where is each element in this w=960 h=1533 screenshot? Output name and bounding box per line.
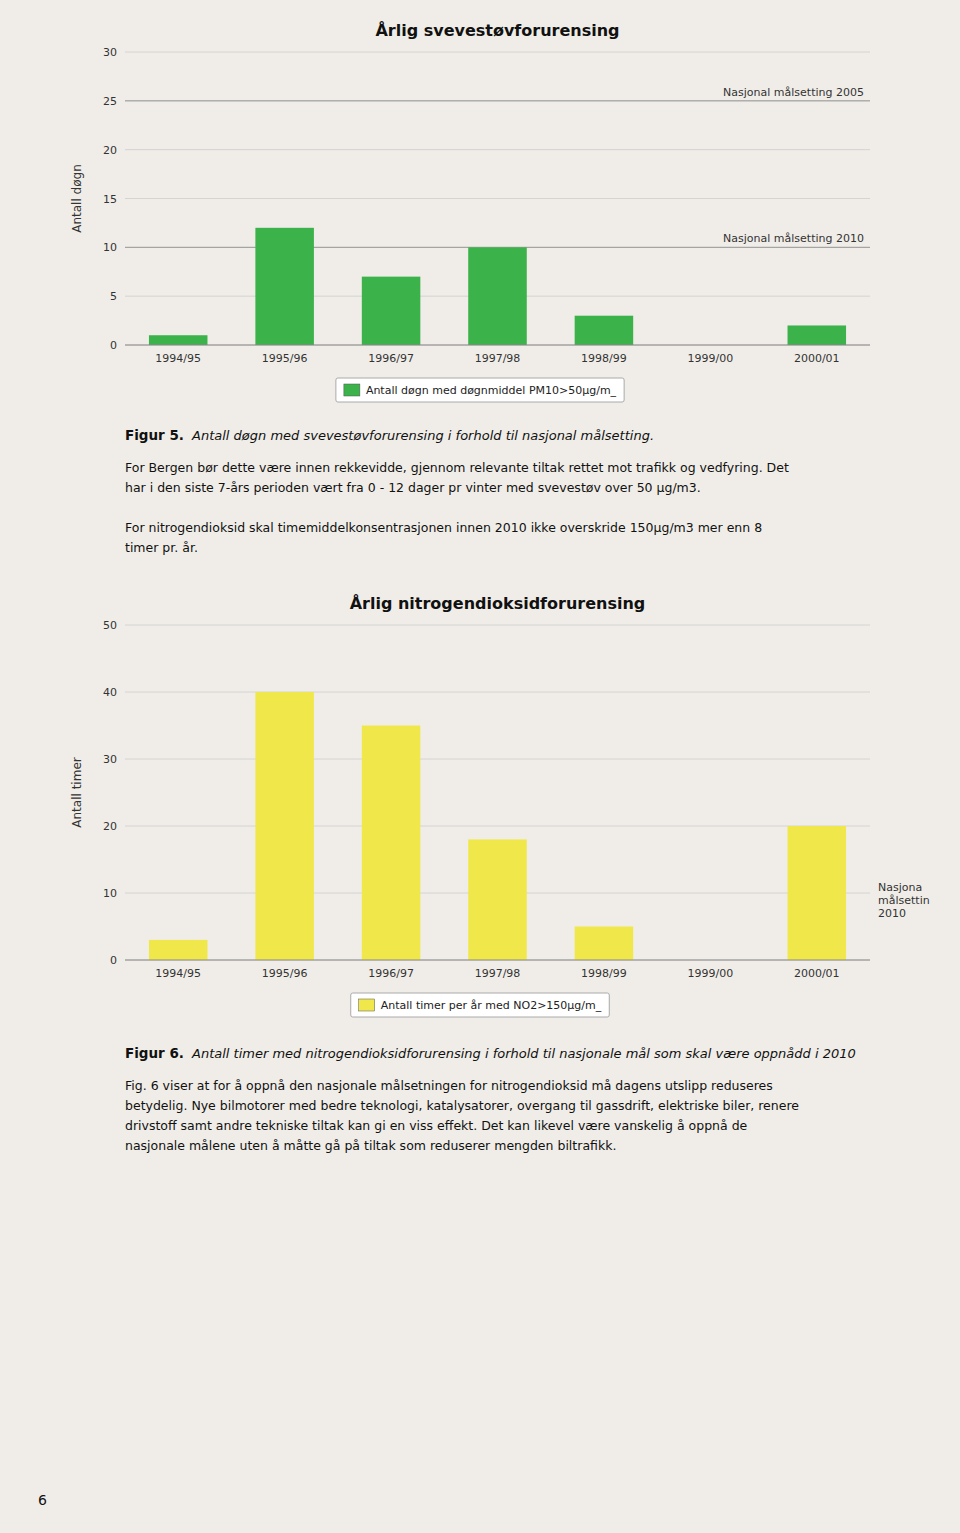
- x-tick-label: 1995/96: [262, 352, 308, 365]
- y-tick-label: 25: [103, 95, 117, 108]
- y-tick-label: 15: [103, 193, 117, 206]
- grid-line: [125, 52, 870, 53]
- bar: [255, 692, 314, 960]
- x-tick-label: 1995/96: [262, 967, 308, 980]
- body-text: Fig. 6 viser at for å oppnå den nasjonal…: [125, 1078, 799, 1153]
- caption-label: Figur 6.: [125, 1045, 184, 1061]
- bar: [149, 335, 208, 345]
- caption-text: Antall timer med nitrogendioksidforurens…: [191, 1046, 856, 1061]
- x-axis-line: [125, 960, 870, 961]
- x-tick-label: 1999/00: [688, 352, 734, 365]
- bar: [255, 228, 314, 345]
- bar: [788, 325, 847, 345]
- grid-line: [125, 960, 870, 961]
- y-tick-label: 30: [103, 753, 117, 766]
- reference-line: [125, 100, 870, 101]
- grid-line: [125, 149, 870, 150]
- annotation-line: målsettin: [878, 894, 930, 907]
- grid-line: [125, 345, 870, 346]
- grid-line: [125, 100, 870, 101]
- bar: [788, 826, 847, 960]
- body-text-line: Fig. 6 viser at for å oppnå den nasjonal…: [125, 1078, 773, 1093]
- reference-line-label: Nasjonal målsetting 2005: [723, 86, 864, 99]
- annotation-line: 2010: [878, 907, 906, 920]
- x-tick-label: 2000/01: [794, 967, 840, 980]
- annotation-line: Nasjona: [878, 881, 922, 894]
- x-tick-label: 1998/99: [581, 967, 627, 980]
- chart-title: Årlig svevestøvforurensing: [375, 21, 619, 40]
- body-text-line: betydelig. Nye bilmotorer med bedre tekn…: [125, 1098, 799, 1113]
- x-tick-label: 2000/01: [794, 352, 840, 365]
- legend-label: Antall timer per år med NO2>150µg/m_: [381, 999, 602, 1012]
- legend-swatch: [344, 384, 360, 396]
- x-tick-label: 1994/95: [155, 967, 201, 980]
- bar: [362, 726, 421, 961]
- y-axis-label: Antall døgn: [70, 164, 84, 233]
- bar: [575, 927, 634, 961]
- bars: [149, 692, 846, 960]
- y-tick-label: 30: [103, 46, 117, 59]
- grid-line: [125, 198, 870, 199]
- body-text: For nitrogendioksid skal timemiddelkonse…: [125, 520, 762, 555]
- y-tick-label: 20: [103, 820, 117, 833]
- grid-line: [125, 759, 870, 760]
- y-tick-label: 0: [110, 339, 117, 352]
- caption-label: Figur 5.: [125, 427, 184, 443]
- body-text-line: drivstoff samt andre tekniske tiltak kan…: [125, 1118, 748, 1133]
- y-tick-label: 40: [103, 686, 117, 699]
- x-tick-label: 1994/95: [155, 352, 201, 365]
- body-text-line: nasjonale målene uten å måtte gå på tilt…: [125, 1138, 616, 1153]
- chart: Årlig svevestøvforurensing 0 5 10 15 20 25 30 An…: [70, 21, 870, 402]
- legend: Antall døgn med døgnmiddel PM10>50µg/m_: [336, 378, 624, 402]
- body-text: For Bergen bør dette være innen rekkevid…: [125, 460, 789, 495]
- grid-line: [125, 625, 870, 626]
- body-text-line: For Bergen bør dette være innen rekkevid…: [125, 460, 789, 475]
- y-tick-label: 20: [103, 144, 117, 157]
- y-tick-label: 0: [110, 954, 117, 967]
- y-tick-label: 5: [110, 290, 117, 303]
- x-tick-label: 1996/97: [368, 967, 414, 980]
- x-tick-label: 1997/98: [475, 967, 521, 980]
- page: Årlig svevestøvforurensing 0 5 10 15 20 25 30 An…: [0, 0, 960, 1533]
- legend-label: Antall døgn med døgnmiddel PM10>50µg/m_: [366, 384, 617, 397]
- grid-line: [125, 692, 870, 693]
- y-tick-label: 50: [103, 619, 117, 632]
- page-number: 6: [38, 1492, 47, 1508]
- y-axis-label: Antall timer: [70, 757, 84, 827]
- y-tick-label: 10: [103, 887, 117, 900]
- legend-swatch: [359, 999, 375, 1011]
- legend-box: [351, 993, 610, 1017]
- bar: [575, 316, 634, 345]
- bar: [149, 940, 208, 960]
- x-tick-label: 1997/98: [475, 352, 521, 365]
- bar: [362, 277, 421, 345]
- body-text-line: For nitrogendioksid skal timemiddelkonse…: [125, 520, 762, 535]
- x-axis-line: [125, 345, 870, 346]
- chart-title: Årlig nitrogendioksidforurensing: [350, 594, 646, 613]
- reference-line-label: Nasjonal målsetting 2010: [723, 232, 864, 245]
- page-background: [0, 0, 960, 1533]
- bar: [468, 839, 527, 960]
- caption-text: Antall døgn med svevestøvforurensing i f…: [191, 428, 654, 443]
- body-text-line: timer pr. år.: [125, 540, 198, 555]
- grid-line: [125, 826, 870, 827]
- x-tick-label: 1998/99: [581, 352, 627, 365]
- x-tick-label: 1996/97: [368, 352, 414, 365]
- bars: [149, 228, 846, 345]
- y-tick-label: 10: [103, 241, 117, 254]
- body-text-line: har i den siste 7-års perioden vært fra …: [125, 480, 701, 495]
- chart: Årlig nitrogendioksidforurensing 0 10 20 30 4…: [70, 594, 930, 1017]
- legend-box: [336, 378, 624, 402]
- annotation: Nasjonamålsettin2010: [878, 881, 930, 920]
- bar: [468, 247, 527, 345]
- x-tick-label: 1999/00: [688, 967, 734, 980]
- legend: Antall timer per år med NO2>150µg/m_: [351, 993, 610, 1017]
